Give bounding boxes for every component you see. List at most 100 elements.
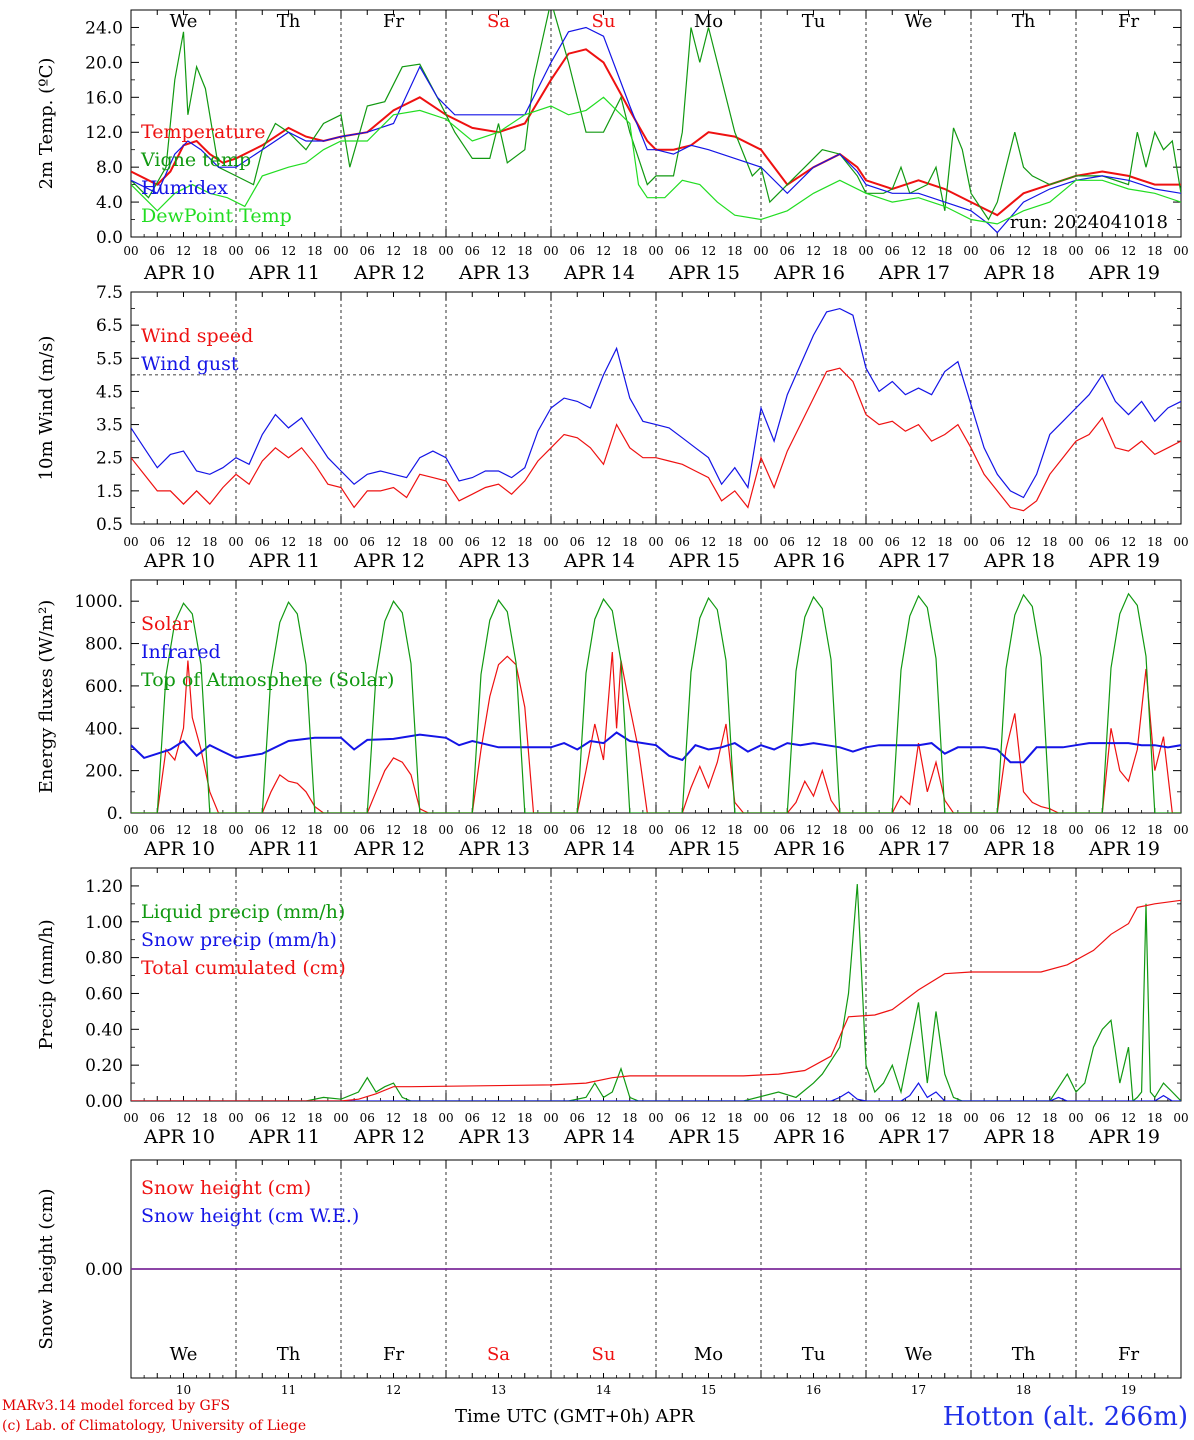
hour-tick-label: 12 — [281, 823, 296, 837]
weekday-label: We — [170, 11, 198, 32]
hour-tick-label: 12 — [491, 823, 506, 837]
hour-tick-label: 18 — [202, 244, 217, 258]
date-label: APR 15 — [668, 550, 740, 572]
date-label: APR 17 — [878, 838, 950, 860]
date-label: APR 19 — [1088, 1126, 1160, 1148]
hour-tick-label: 00 — [858, 823, 873, 837]
hour-tick-label: 06 — [1095, 823, 1110, 837]
hour-tick-label: 12 — [701, 1111, 716, 1125]
date-label: APR 15 — [668, 262, 740, 284]
hour-tick-label: 18 — [517, 1111, 532, 1125]
y-tick-label: 0.80 — [85, 949, 123, 969]
date-label: APR 19 — [1088, 550, 1160, 572]
date-label: APR 10 — [143, 550, 215, 572]
series-line — [131, 651, 1181, 813]
hour-tick-label: 06 — [570, 244, 585, 258]
hour-tick-label: 12 — [806, 535, 821, 549]
date-label: APR 18 — [983, 838, 1055, 860]
date-label: APR 19 — [1088, 262, 1160, 284]
weekday-label: Mo — [694, 11, 723, 32]
legend-entry: Humidex — [141, 177, 228, 199]
hour-tick-label: 06 — [885, 823, 900, 837]
date-label: APR 18 — [983, 550, 1055, 572]
y-axis-label: 2m Temp. (ºC) — [36, 58, 57, 190]
hour-tick-label: 12 — [281, 1111, 296, 1125]
hour-tick-label: 00 — [963, 823, 978, 837]
hour-tick-label: 06 — [990, 823, 1005, 837]
hour-tick-label: 06 — [465, 244, 480, 258]
hour-tick-label: 12 — [1121, 535, 1136, 549]
legend-entry: Solar — [141, 613, 193, 635]
weekday-label: Tu — [802, 1344, 826, 1365]
hour-tick-label: 18 — [937, 1111, 952, 1125]
hour-tick-label: 18 — [832, 535, 847, 549]
legend-entry: Wind gust — [141, 353, 239, 375]
date-label: APR 15 — [668, 1126, 740, 1148]
hour-tick-label: 06 — [465, 535, 480, 549]
hour-tick-label: 06 — [255, 823, 270, 837]
hour-tick-label: 06 — [1095, 1111, 1110, 1125]
hour-tick-label: 12 — [806, 823, 821, 837]
hour-tick-label: 06 — [570, 823, 585, 837]
date-label: APR 12 — [353, 262, 425, 284]
date-label: APR 18 — [983, 262, 1055, 284]
weekday-label: Fr — [383, 11, 404, 32]
y-tick-label: 0.00 — [85, 1092, 123, 1112]
hour-tick-label: 12 — [1121, 823, 1136, 837]
hour-tick-label: 06 — [255, 1111, 270, 1125]
y-tick-label: 1.5 — [96, 482, 123, 502]
hour-tick-label: 18 — [202, 823, 217, 837]
hour-tick-label: 12 — [596, 823, 611, 837]
y-tick-label: 0.00 — [85, 1260, 123, 1280]
date-label: APR 10 — [143, 262, 215, 284]
hour-tick-label: 00 — [858, 1111, 873, 1125]
hour-tick-label: 12 — [806, 1111, 821, 1125]
y-tick-label: 5.5 — [96, 349, 123, 369]
hour-tick-label: 18 — [937, 823, 952, 837]
y-tick-label: 7.5 — [96, 283, 123, 303]
hour-tick-label: 18 — [202, 535, 217, 549]
hour-tick-label: 06 — [360, 1111, 375, 1125]
series-line — [131, 884, 1181, 1101]
date-label: APR 12 — [353, 550, 425, 572]
legend-entry: DewPoint Temp — [141, 205, 292, 227]
hour-tick-label: 18 — [517, 244, 532, 258]
hour-tick-label: 18 — [622, 1111, 637, 1125]
hour-tick-label: 12 — [1016, 244, 1031, 258]
hour-tick-label: 00 — [1068, 535, 1083, 549]
hour-tick-label: 12 — [806, 244, 821, 258]
y-tick-label: 3.5 — [96, 416, 123, 436]
hour-tick-label: 12 — [491, 535, 506, 549]
hour-tick-label: 18 — [412, 823, 427, 837]
panel-temperature: 0.0 4.0 8.0 12.0 16.0 20.0 24.0 2m Temp. (ºC) Te… — [36, 9, 1189, 284]
series-line — [131, 10, 1181, 221]
legend-entry: Liquid precip (mm/h) — [141, 901, 345, 923]
y-tick-label: 200. — [85, 762, 123, 782]
hour-tick-label: 18 — [1147, 244, 1162, 258]
weekday-label: Sa — [487, 11, 510, 32]
day-number-label: 18 — [1016, 1383, 1031, 1395]
hour-tick-label: 00 — [648, 1111, 663, 1125]
y-tick-label: 0.20 — [85, 1056, 123, 1076]
hour-tick-label: 06 — [1095, 535, 1110, 549]
hour-tick-label: 18 — [1042, 244, 1057, 258]
date-label: APR 17 — [878, 550, 950, 572]
hour-tick-label: 18 — [517, 535, 532, 549]
hour-tick-label: 12 — [701, 535, 716, 549]
hour-tick-label: 00 — [648, 823, 663, 837]
hour-tick-label: 18 — [622, 244, 637, 258]
date-label: APR 16 — [773, 1126, 845, 1148]
hour-tick-label: 18 — [1042, 823, 1057, 837]
hour-tick-label: 00 — [438, 1111, 453, 1125]
hour-tick-label: 12 — [176, 535, 191, 549]
date-label: APR 10 — [143, 1126, 215, 1148]
y-tick-label: 0.5 — [96, 515, 123, 535]
hour-tick-label: 00 — [1173, 823, 1188, 837]
hour-tick-label: 06 — [675, 244, 690, 258]
hour-tick-label: 12 — [911, 1111, 926, 1125]
date-label: APR 13 — [458, 550, 530, 572]
y-tick-label: 1.20 — [85, 877, 123, 897]
hour-tick-label: 18 — [1147, 535, 1162, 549]
date-label: APR 13 — [458, 838, 530, 860]
y-tick-label: 0. — [107, 804, 123, 824]
